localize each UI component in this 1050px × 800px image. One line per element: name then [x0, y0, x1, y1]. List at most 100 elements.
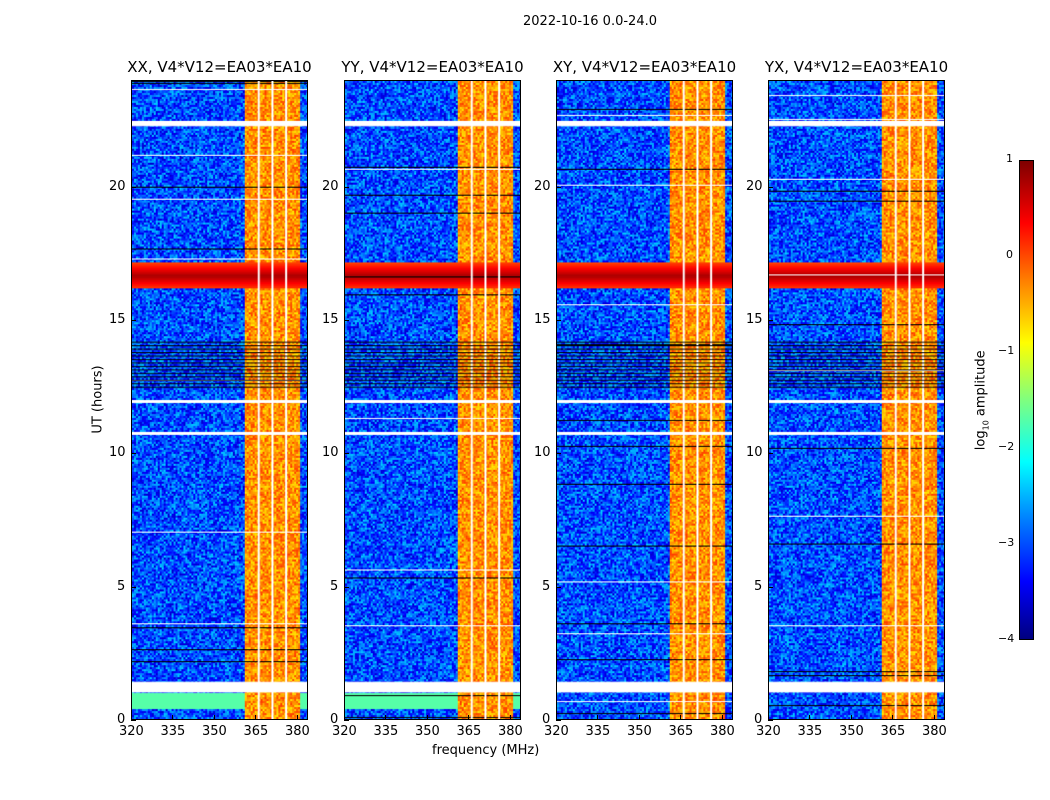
y-tick-label: 20 — [322, 178, 339, 194]
x-tick-label: 350 — [838, 724, 864, 739]
y-tick-mark — [556, 186, 561, 188]
y-tick-mark — [768, 720, 773, 721]
colorbar-tick-label: −2 — [998, 440, 1015, 453]
y-tick-mark — [556, 453, 561, 455]
x-tick-label: 350 — [201, 724, 227, 739]
x-tick-label: 335 — [585, 724, 611, 739]
y-tick-label: 10 — [109, 445, 126, 461]
y-tick-label: 15 — [746, 312, 763, 327]
y-tick-mark — [768, 320, 773, 321]
y-tick-label: 0 — [754, 712, 763, 727]
x-tick-label: 380 — [709, 724, 735, 739]
x-tick-label: 380 — [284, 724, 310, 739]
y-axis-label: UT (hours) — [90, 365, 106, 434]
spectrogram-panel — [768, 80, 945, 720]
y-tick-mark — [556, 720, 561, 721]
y-tick-mark — [344, 186, 349, 188]
y-tick-mark — [344, 320, 349, 321]
y-tick-label: 10 — [746, 445, 763, 461]
y-tick-label: 15 — [534, 312, 551, 327]
y-tick-mark — [768, 186, 773, 188]
x-tick-mark — [296, 715, 298, 720]
x-tick-mark — [597, 715, 599, 720]
spectrogram-heatmap — [345, 81, 520, 719]
x-tick-label: 320 — [119, 724, 144, 739]
x-tick-mark — [213, 715, 215, 720]
y-tick-mark — [768, 586, 773, 588]
y-tick-mark — [344, 720, 349, 721]
figure-title: 2022-10-16 0.0-24.0 — [523, 14, 657, 29]
y-tick-label: 5 — [754, 578, 763, 594]
y-tick-label: 5 — [117, 578, 126, 594]
colorbar — [1019, 160, 1034, 640]
x-tick-mark — [556, 715, 557, 720]
spectrogram-panel — [344, 80, 521, 720]
colorbar-label: log10 amplitude — [973, 350, 991, 451]
x-tick-label: 365 — [880, 724, 906, 739]
colorbar-tick-label: 0 — [1006, 248, 1013, 261]
colorbar-tick-label: 1 — [1006, 152, 1013, 165]
spectrogram-panel — [131, 80, 308, 720]
panel-title: YY, V4*V12=EA03*EA10 — [341, 58, 524, 76]
y-tick-mark — [131, 720, 136, 721]
y-tick-label: 20 — [534, 178, 551, 194]
y-tick-mark — [344, 453, 349, 455]
x-tick-label: 365 — [243, 724, 269, 739]
x-tick-label: 335 — [797, 724, 823, 739]
x-tick-label: 380 — [921, 724, 947, 739]
x-tick-mark — [638, 715, 640, 720]
x-tick-label: 335 — [160, 724, 186, 739]
x-tick-label: 320 — [332, 724, 357, 739]
y-tick-mark — [556, 320, 561, 321]
x-tick-mark — [933, 715, 935, 720]
y-tick-mark — [131, 586, 136, 588]
x-tick-mark — [255, 715, 257, 720]
y-tick-mark — [131, 320, 136, 321]
y-tick-label: 15 — [322, 312, 339, 327]
x-tick-mark — [131, 715, 132, 720]
x-tick-mark — [768, 715, 769, 720]
x-tick-mark — [892, 715, 894, 720]
x-tick-label: 350 — [414, 724, 440, 739]
x-tick-label: 365 — [456, 724, 482, 739]
x-tick-mark — [468, 715, 470, 720]
y-tick-mark — [131, 453, 136, 455]
x-tick-mark — [509, 715, 511, 720]
y-tick-label: 20 — [109, 178, 126, 194]
x-tick-label: 380 — [497, 724, 523, 739]
y-tick-label: 0 — [117, 712, 126, 727]
x-tick-mark — [680, 715, 682, 720]
colorbar-tick-label: −3 — [998, 536, 1015, 549]
x-tick-label: 320 — [544, 724, 569, 739]
x-tick-mark — [426, 715, 428, 720]
colorbar-tick-label: −1 — [998, 344, 1015, 357]
y-tick-mark — [344, 586, 349, 588]
y-tick-label: 10 — [322, 445, 339, 461]
y-tick-label: 0 — [330, 712, 339, 727]
y-tick-label: 0 — [542, 712, 551, 727]
y-tick-label: 5 — [330, 578, 339, 594]
x-tick-label: 365 — [668, 724, 694, 739]
y-tick-label: 10 — [534, 445, 551, 461]
x-tick-mark — [344, 715, 345, 720]
spectrogram-heatmap — [132, 81, 307, 719]
x-tick-mark — [172, 715, 174, 720]
spectrogram-heatmap — [557, 81, 732, 719]
x-tick-label: 335 — [373, 724, 399, 739]
x-tick-mark — [385, 715, 387, 720]
y-tick-mark — [768, 453, 773, 455]
y-tick-label: 20 — [746, 178, 763, 194]
panel-title: XY, V4*V12=EA03*EA10 — [552, 58, 737, 76]
x-axis-label: frequency (MHz) — [432, 743, 540, 758]
x-tick-label: 350 — [626, 724, 652, 739]
y-tick-mark — [556, 586, 561, 588]
colorbar-tick-label: −4 — [998, 632, 1015, 645]
x-tick-mark — [809, 715, 811, 720]
y-tick-mark — [131, 186, 136, 188]
panel-title: XX, V4*V12=EA03*EA10 — [127, 58, 312, 76]
y-tick-label: 15 — [109, 312, 126, 327]
spectrogram-panel — [556, 80, 733, 720]
x-tick-mark — [721, 715, 723, 720]
x-tick-label: 320 — [756, 724, 781, 739]
